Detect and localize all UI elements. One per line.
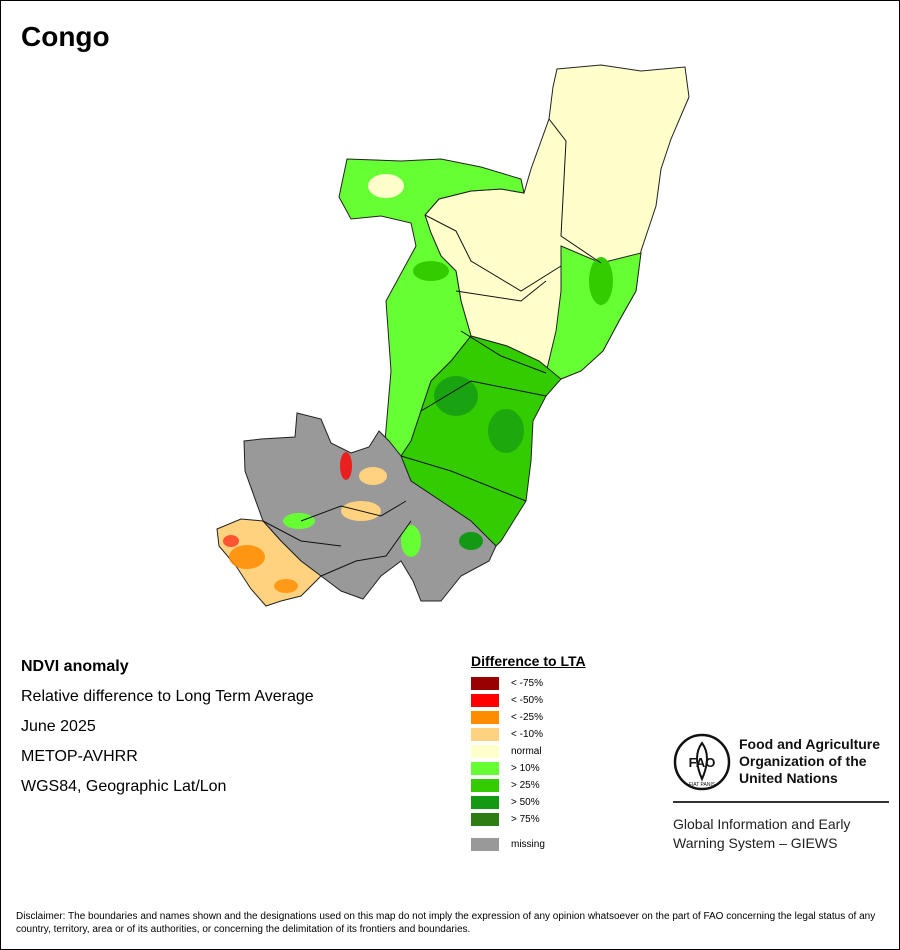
product-name: NDVI anomaly bbox=[21, 658, 129, 675]
map-title: Congo bbox=[21, 21, 110, 52]
fao-divider bbox=[673, 801, 889, 803]
legend: Difference to LTA < -75% < -50% < -25% < -1… bbox=[471, 653, 586, 853]
legend-label: < -50% bbox=[511, 695, 543, 706]
legend-swatch bbox=[471, 813, 499, 826]
giews-name: Global Information and Early Warning Sys… bbox=[673, 816, 851, 851]
projection: WGS84, Geographic Lat/Lon bbox=[21, 778, 227, 795]
legend-item: > 10% bbox=[471, 760, 586, 777]
fao-logo-icon: FAO FIAT PANIS bbox=[673, 733, 731, 791]
map-info: NDVI anomaly Relative difference to Long… bbox=[21, 657, 314, 807]
legend-item: < -25% bbox=[471, 709, 586, 726]
legend-items: < -75% < -50% < -25% < -10% normal > 10% > 25%… bbox=[471, 675, 586, 828]
legend-label: > 25% bbox=[511, 780, 540, 791]
legend-item: < -50% bbox=[471, 692, 586, 709]
legend-swatch bbox=[471, 762, 499, 775]
fao-name: Food and Agriculture Organization of the… bbox=[739, 736, 881, 786]
fao-logo-motto: FIAT PANIS bbox=[689, 782, 716, 788]
anomaly-patches bbox=[223, 174, 613, 593]
legend-item: < -10% bbox=[471, 726, 586, 743]
legend-swatch bbox=[471, 838, 499, 851]
legend-item: normal bbox=[471, 743, 586, 760]
legend-item: > 50% bbox=[471, 794, 586, 811]
legend-label: > 50% bbox=[511, 797, 540, 808]
legend-label: < -10% bbox=[511, 729, 543, 740]
fao-logo-letters: FAO bbox=[689, 755, 716, 770]
legend-swatch bbox=[471, 711, 499, 724]
legend-swatch bbox=[471, 796, 499, 809]
legend-item: < -75% bbox=[471, 675, 586, 692]
legend-label: missing bbox=[511, 839, 545, 850]
legend-swatch bbox=[471, 728, 499, 741]
department-boundaries bbox=[262, 118, 602, 577]
ndvi-anomaly-map bbox=[216, 64, 690, 607]
disclaimer: Disclaimer: The boundaries and names sho… bbox=[16, 911, 876, 935]
legend-swatch bbox=[471, 779, 499, 792]
legend-item: > 25% bbox=[471, 777, 586, 794]
period: June 2025 bbox=[21, 718, 96, 735]
sensor: METOP-AVHRR bbox=[21, 748, 138, 765]
product-description: Relative difference to Long Term Average bbox=[21, 688, 314, 705]
legend-swatch bbox=[471, 694, 499, 707]
legend-label: > 10% bbox=[511, 763, 540, 774]
legend-label: < -25% bbox=[511, 712, 543, 723]
legend-label: > 75% bbox=[511, 814, 540, 825]
legend-label: < -75% bbox=[511, 678, 543, 689]
legend-swatch bbox=[471, 745, 499, 758]
legend-item: > 75% bbox=[471, 811, 586, 828]
legend-title: Difference to LTA bbox=[471, 653, 586, 669]
legend-swatch bbox=[471, 677, 499, 690]
legend-item-missing: missing bbox=[471, 836, 586, 853]
legend-label: normal bbox=[511, 746, 542, 757]
